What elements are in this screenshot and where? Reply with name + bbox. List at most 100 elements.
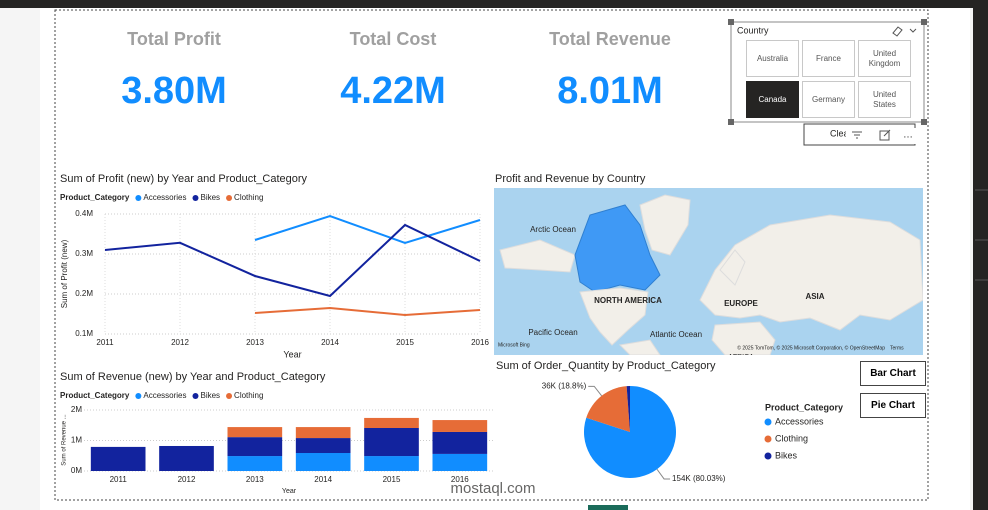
focus-border [54, 9, 929, 501]
x-tick-label: 2011 [110, 475, 128, 484]
slicer-title: Country [737, 25, 769, 35]
map-label: Microsoft Bing [498, 342, 530, 348]
side-panel [973, 0, 988, 510]
y-tick-label: 0M [71, 466, 82, 475]
bar-segment [227, 456, 283, 471]
canada [574, 204, 661, 293]
slicer-option[interactable]: United Kingdom [858, 40, 911, 77]
y-axis-label: Sum of Revenue ... [62, 414, 68, 466]
top-bar [0, 0, 988, 8]
legend-marker [764, 418, 772, 426]
legend-marker [135, 393, 142, 399]
kpi-value: 8.01M [557, 70, 663, 112]
legend-entry: Clothing [234, 193, 263, 202]
chevron-icon [909, 28, 917, 33]
data-line [254, 214, 481, 245]
chart-title: Profit and Revenue by Country [495, 173, 646, 185]
map-label: EUROPE [724, 299, 758, 308]
x-tick-label: 2012 [178, 475, 196, 484]
greenland [639, 194, 691, 256]
data-line [104, 223, 481, 298]
kpi-label: Total Revenue [549, 29, 671, 49]
chart-title: Sum of Revenue (new) by Year and Product… [60, 371, 326, 383]
bar-segment [295, 453, 351, 471]
kpi-label: Total Cost [349, 29, 437, 49]
map-label: Atlantic Ocean [650, 330, 702, 339]
pie-slice [626, 386, 630, 432]
bar-segment [295, 427, 351, 439]
x-tick-label: 2016 [451, 475, 469, 484]
legend-entry: Accessories [143, 391, 186, 400]
scandinavia [719, 249, 746, 286]
watermark: mostaql.com [450, 480, 535, 497]
bar-segment [364, 427, 419, 457]
usa-mexico [579, 287, 649, 346]
bar-segment [227, 427, 283, 438]
bar-segment [432, 431, 488, 454]
kpi-value: 3.80M [121, 70, 227, 112]
legend-marker [764, 452, 772, 460]
legend-marker [226, 393, 233, 399]
legend-title: Product_Category [765, 402, 843, 412]
bar-segment [432, 420, 488, 432]
bar-segment [159, 445, 214, 471]
chart-title: Sum of Order_Quantity by Product_Categor… [496, 360, 716, 372]
slicer-option[interactable]: Australia [746, 40, 799, 77]
y-tick-label: 0.3M [75, 249, 93, 258]
nav-button[interactable]: Pie Chart [860, 393, 926, 418]
chart-title: Sum of Profit (new) by Year and Product_… [60, 173, 308, 185]
x-tick-label: 2015 [383, 475, 401, 484]
kpi-value: 4.22M [340, 70, 446, 112]
bar-segment [90, 446, 146, 471]
map-label: NORTH AMERICA [594, 296, 662, 305]
data-line [254, 306, 481, 317]
y-tick-label: 1M [71, 436, 82, 445]
legend-marker [226, 195, 233, 201]
slicer-option[interactable]: United States [858, 81, 911, 118]
slicer-option[interactable]: Canada [746, 81, 799, 118]
legend-entry: Accessories [143, 193, 186, 202]
slicer-option[interactable]: Germany [802, 81, 855, 118]
page-tab [588, 505, 628, 510]
data-label: 154K (80.03%) [672, 474, 726, 483]
map: Arctic Ocean NORTH AMERICA EUROPE ASIA Pacif… [494, 188, 923, 361]
x-tick-label: 2016 [471, 338, 489, 347]
legend-marker [764, 435, 772, 443]
legend-title: Product_Category [60, 391, 130, 400]
resize-handle [921, 19, 927, 25]
alaska [499, 239, 576, 273]
bar-segment [364, 417, 419, 428]
nav-button[interactable]: Bar Chart [860, 361, 926, 386]
legend-marker [192, 393, 199, 399]
map-label: © 2025 TomTom, © 2025 Microsoft Corporat… [737, 344, 885, 351]
y-tick-label: 0.4M [75, 209, 93, 218]
bar-segment [364, 456, 419, 471]
legend-entry: Accessories [775, 416, 824, 426]
map-label: Terms [890, 345, 904, 351]
map-label: Arctic Ocean [530, 225, 576, 234]
leader-line [656, 468, 671, 480]
eraser-icon [892, 26, 903, 37]
y-axis-label: Sum of Profit (new) [60, 239, 69, 308]
legend-entry: Bikes [200, 193, 220, 202]
legend-entry: Bikes [200, 391, 220, 400]
resize-handle [728, 119, 734, 125]
x-tick-label: 2013 [246, 475, 264, 484]
bar-segment [227, 437, 283, 457]
map-label: AFRICA [728, 354, 754, 361]
visual-header [846, 128, 918, 144]
y-tick-label: 0.2M [75, 289, 93, 298]
legend-entry: Clothing [775, 433, 808, 443]
map-label: Pacific Ocean [528, 328, 577, 337]
x-tick-label: 2011 [96, 338, 114, 347]
legend-title: Product_Category [60, 193, 130, 202]
slicer-option[interactable]: France [802, 40, 855, 77]
leader-line [588, 385, 603, 397]
x-tick-label: 2013 [246, 338, 264, 347]
south-america [618, 339, 661, 355]
eurasia [699, 214, 923, 331]
x-tick-label: 2012 [171, 338, 189, 347]
filter-icon [852, 131, 862, 139]
legend-entry: Bikes [775, 450, 798, 460]
